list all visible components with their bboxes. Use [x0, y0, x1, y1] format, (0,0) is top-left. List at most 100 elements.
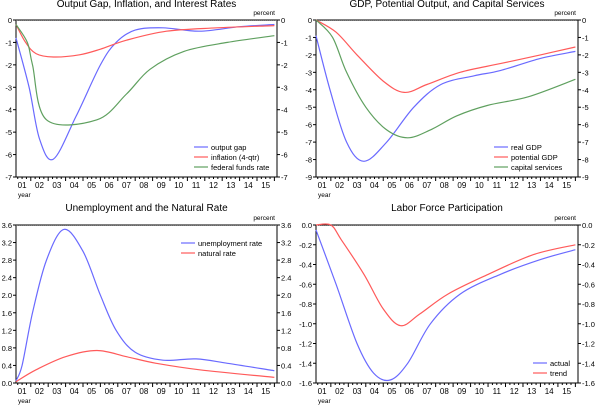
x-tick-label: 12	[510, 181, 519, 190]
legend-label: capital services	[511, 163, 563, 172]
y-tick-label-right: 2.0	[281, 291, 291, 300]
x-tick-label: 10	[475, 387, 484, 396]
y-tick-label-left: -4	[305, 86, 312, 95]
x-tick-label: 01	[318, 387, 327, 396]
x-tick-label: 08	[440, 181, 449, 190]
x-tick-label: 07	[422, 181, 431, 190]
x-tick-label: 05	[87, 181, 96, 190]
y-tick-label-left: -0.2	[299, 241, 312, 250]
x-tick-label: 04	[370, 181, 379, 190]
chart-title: GDP, Potential Output, and Capital Servi…	[350, 0, 545, 10]
y-tick-label-left: -1.2	[299, 340, 312, 349]
y-tick-label-left: -0.4	[299, 261, 312, 270]
y-tick-label-left: -7	[305, 138, 312, 147]
legend-label: inflation (4-qtr)	[211, 153, 260, 162]
y-tick-label-left: -5	[5, 128, 12, 137]
chart-panel: GDP, Potential Output, and Capital Servi…	[305, 0, 588, 199]
y-tick-label-left: -3	[305, 68, 312, 77]
legend-label: actual	[550, 359, 570, 368]
x-tick-label: 10	[174, 181, 183, 190]
y-tick-label-right: 3.2	[281, 239, 291, 248]
x-tick-label: 15	[562, 387, 571, 396]
y-tick-label-right: -6	[281, 151, 288, 160]
x-axis-label: year	[18, 398, 31, 405]
x-tick-label: 07	[122, 181, 131, 190]
x-axis-label: year	[318, 398, 331, 405]
chart-title: Labor Force Participation	[391, 203, 503, 214]
x-tick-label: 09	[457, 387, 466, 396]
series-line-trend	[315, 223, 576, 327]
x-tick-label: 10	[475, 181, 484, 190]
y-tick-label-left: 2.0	[2, 291, 12, 300]
x-tick-label: 09	[157, 181, 166, 190]
x-tick-label: 03	[52, 387, 61, 396]
y-tick-label-right: -4	[281, 106, 288, 115]
y-tick-label-left: 0.0	[2, 379, 12, 388]
y-tick-label-right: 0	[281, 16, 285, 25]
series-line-real-gdp	[315, 35, 576, 162]
x-tick-label: 13	[527, 181, 536, 190]
x-tick-label: 03	[52, 181, 61, 190]
x-tick-label: 12	[209, 181, 218, 190]
y-tick-label-left: 0	[8, 16, 12, 25]
x-tick-label: 11	[493, 181, 502, 190]
y-tick-label-left: -7	[5, 173, 12, 182]
series-line-federal-funds-rate	[15, 24, 275, 126]
y-tick-label-left: -1	[305, 33, 312, 42]
y-tick-label-right: 0	[582, 16, 586, 25]
x-tick-label: 05	[87, 387, 96, 396]
legend-label: federal funds rate	[211, 163, 269, 172]
x-tick-label: 04	[70, 181, 79, 190]
y-tick-label-left: -3	[5, 83, 12, 92]
x-tick-label: 13	[226, 387, 235, 396]
x-tick-label: 06	[105, 181, 114, 190]
x-tick-label: 14	[244, 181, 253, 190]
x-tick-label: 13	[226, 181, 235, 190]
x-axis-label: year	[318, 192, 331, 199]
x-tick-label: 13	[527, 387, 536, 396]
x-tick-label: 06	[405, 387, 414, 396]
x-tick-label: 02	[35, 387, 44, 396]
x-tick-label: 03	[353, 181, 362, 190]
series-line-potential-gdp	[315, 19, 576, 94]
y-tick-label-left: -8	[305, 156, 312, 165]
x-tick-label: 08	[139, 387, 148, 396]
y-tick-label-left: 0.4	[2, 361, 12, 370]
x-tick-label: 06	[405, 181, 414, 190]
y-tick-label-right: 1.2	[281, 326, 291, 335]
y-tick-label-right: -1	[582, 33, 589, 42]
series-line-capital-services	[315, 19, 576, 139]
legend-label: trend	[550, 369, 567, 378]
chart-title: Output Gap, Inflation, and Interest Rate…	[57, 0, 237, 10]
y-tick-label-right: 0.4	[281, 361, 291, 370]
y-tick-label-right: -5	[281, 128, 288, 137]
y-tick-label-right: -1	[281, 38, 288, 47]
y-tick-label-left: 2.8	[2, 256, 12, 265]
y-tick-label-left: -1	[5, 38, 12, 47]
x-tick-label: 05	[388, 387, 397, 396]
series-line-unemployment-rate	[15, 228, 275, 382]
series-line-actual	[315, 229, 576, 382]
y-tick-label-right: -3	[281, 83, 288, 92]
y-tick-label-right: -1.4	[582, 359, 595, 368]
y-tick-label-left: -1.6	[299, 379, 312, 388]
legend-label: real GDP	[511, 143, 542, 152]
series-line-natural-rate	[15, 349, 275, 383]
x-tick-label: 15	[562, 181, 571, 190]
units-label: percent	[253, 10, 275, 17]
x-tick-label: 03	[353, 387, 362, 396]
x-tick-label: 14	[545, 181, 554, 190]
y-tick-label-right: -6	[582, 121, 589, 130]
y-tick-label-right: -0.8	[582, 300, 595, 309]
y-tick-label-right: -4	[582, 86, 589, 95]
y-tick-label-right: 3.6	[281, 221, 291, 230]
x-tick-label: 09	[457, 181, 466, 190]
y-tick-label-left: -2	[305, 51, 312, 60]
legend-label: potential GDP	[511, 153, 558, 162]
y-tick-label-right: -1.2	[582, 340, 595, 349]
x-tick-label: 07	[122, 387, 131, 396]
x-tick-label: 02	[35, 181, 44, 190]
series-line-output-gap	[15, 23, 275, 161]
y-tick-label-left: -6	[5, 151, 12, 160]
